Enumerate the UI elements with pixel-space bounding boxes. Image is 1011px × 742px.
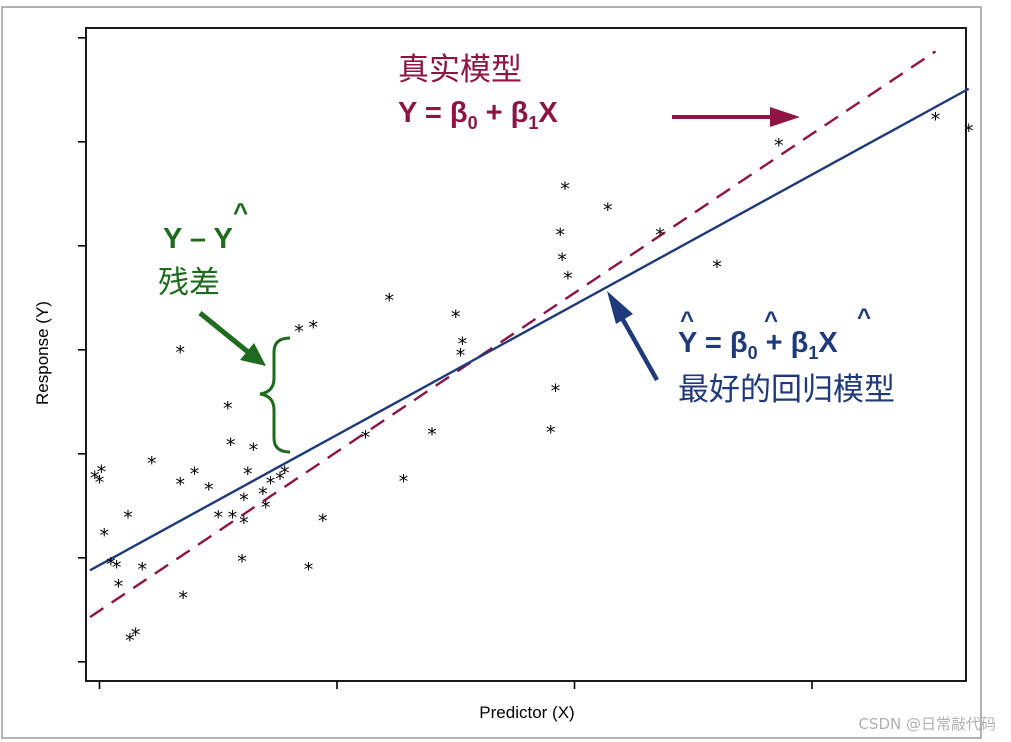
data-point: * bbox=[546, 422, 556, 444]
residual-label: 残差 bbox=[158, 265, 220, 301]
data-point: * bbox=[774, 135, 784, 157]
y-axis-label: Response (Y) bbox=[33, 301, 52, 405]
data-point: * bbox=[138, 559, 148, 581]
data-point: * bbox=[456, 345, 466, 367]
watermark: CSDN @日常敲代码 bbox=[858, 715, 996, 733]
data-point: * bbox=[712, 257, 722, 279]
data-point: * bbox=[226, 434, 236, 456]
data-point: * bbox=[176, 474, 186, 496]
data-point: * bbox=[304, 559, 314, 581]
data-point: * bbox=[131, 625, 141, 647]
x-axis-label: Predictor (X) bbox=[479, 703, 574, 722]
data-point: * bbox=[556, 224, 566, 246]
true-model-formula: Y = β0 + β1X bbox=[398, 97, 558, 133]
data-point: * bbox=[275, 469, 285, 491]
data-point: * bbox=[237, 551, 247, 573]
fitted-regression-line bbox=[89, 87, 970, 572]
data-point: * bbox=[280, 462, 290, 484]
data-point: * bbox=[239, 512, 249, 534]
data-point: * bbox=[261, 497, 271, 519]
fitted-model-formula: ^ ^ ^ Y = β0 + β1X bbox=[678, 304, 871, 363]
data-point: * bbox=[214, 507, 224, 529]
data-point: * bbox=[266, 473, 276, 495]
residual-brace bbox=[259, 336, 291, 454]
plot-frame bbox=[85, 27, 967, 682]
fitted-hat-b1: ^ bbox=[764, 307, 778, 334]
data-point: * bbox=[655, 224, 665, 246]
data-point: * bbox=[95, 472, 105, 494]
data-point: * bbox=[385, 290, 395, 312]
data-point: * bbox=[106, 554, 116, 576]
data-point: * bbox=[178, 587, 188, 609]
data-point: * bbox=[451, 306, 461, 328]
data-point: * bbox=[239, 490, 249, 512]
true-model-title: 真实模型 bbox=[398, 52, 522, 88]
data-point: * bbox=[97, 461, 107, 483]
outer-border bbox=[1, 6, 982, 739]
y-axis-ticks bbox=[78, 36, 86, 663]
fitted-formula: Y = β0 + β1X bbox=[678, 327, 838, 363]
data-point: * bbox=[361, 427, 371, 449]
data-point: * bbox=[258, 483, 268, 505]
data-point: * bbox=[931, 109, 941, 131]
fitted-hat-y: ^ bbox=[680, 307, 694, 334]
fitted-model-arrow bbox=[607, 291, 659, 382]
data-point: * bbox=[190, 464, 200, 486]
data-point: * bbox=[603, 199, 613, 221]
residual-arrow bbox=[198, 311, 266, 366]
residual-formula: Y – Y bbox=[163, 223, 233, 255]
data-point: * bbox=[458, 334, 468, 356]
data-point: * bbox=[557, 249, 567, 271]
data-point: * bbox=[100, 525, 110, 547]
x-axis-ticks bbox=[98, 681, 813, 689]
data-point: * bbox=[243, 464, 253, 486]
data-point: * bbox=[90, 468, 100, 490]
data-point: * bbox=[123, 507, 133, 529]
data-point: * bbox=[114, 576, 124, 598]
data-point: * bbox=[223, 398, 233, 420]
data-point: * bbox=[427, 424, 437, 446]
data-point: * bbox=[309, 317, 319, 339]
data-point: * bbox=[399, 471, 409, 493]
data-point: * bbox=[563, 268, 573, 290]
data-point: * bbox=[112, 557, 122, 579]
best-model-label: 最好的回归模型 bbox=[678, 372, 895, 408]
data-point: * bbox=[294, 321, 304, 343]
residual-hat: ^ bbox=[233, 197, 248, 227]
data-point: * bbox=[964, 120, 974, 142]
data-point: * bbox=[318, 510, 328, 532]
data-point: * bbox=[560, 179, 570, 201]
true-model-line bbox=[89, 50, 937, 619]
data-point: * bbox=[125, 630, 135, 652]
data-point: * bbox=[147, 453, 157, 475]
data-point: * bbox=[204, 479, 214, 501]
true-model-arrow bbox=[672, 107, 800, 127]
data-point: * bbox=[228, 507, 238, 529]
fitted-hat-x: ^ bbox=[857, 304, 871, 331]
data-point: * bbox=[249, 440, 259, 462]
data-points: ***************************** ***********… bbox=[90, 109, 974, 652]
data-point: * bbox=[176, 342, 186, 364]
data-point: * bbox=[551, 380, 561, 402]
